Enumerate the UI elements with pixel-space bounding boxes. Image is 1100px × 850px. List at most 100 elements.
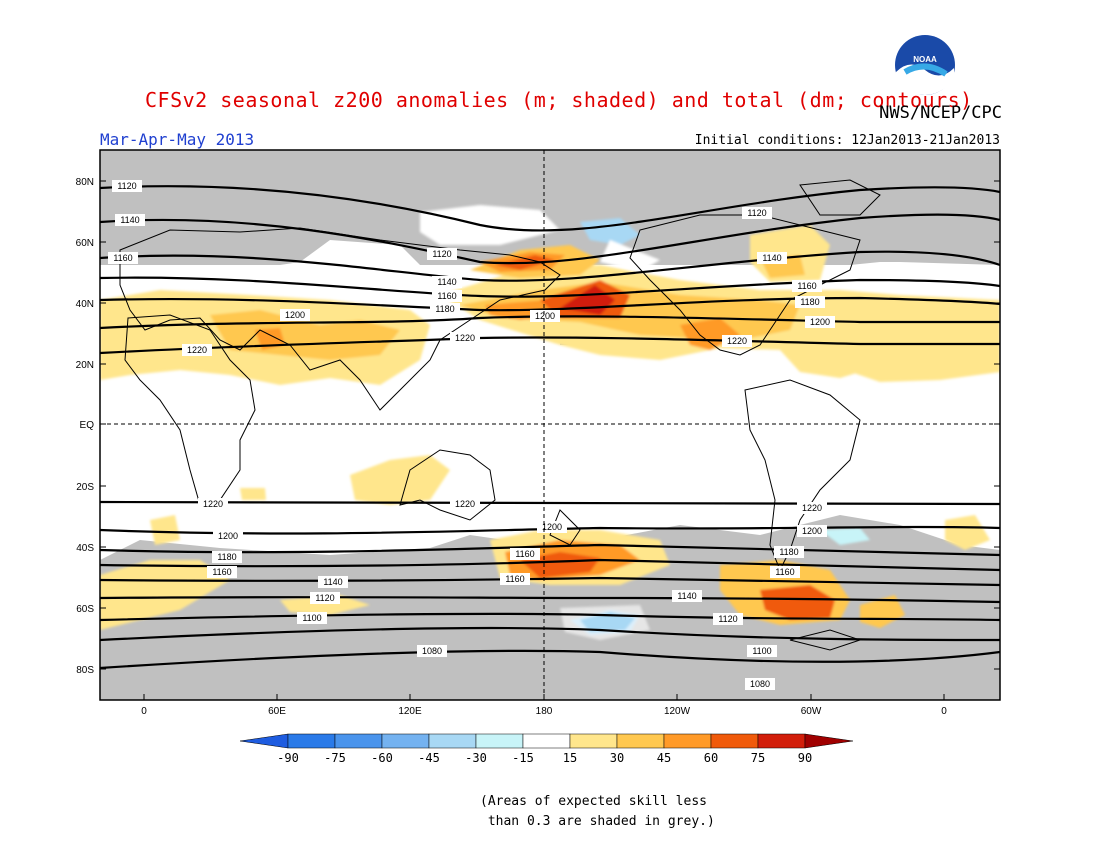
lat-label: 60N	[76, 238, 94, 249]
map-frame	[99, 149, 1001, 701]
colorbar-box	[381, 733, 430, 749]
lon-label: 60E	[268, 706, 286, 717]
initial-conditions-label: Initial conditions: 12Jan2013-21Jan2013	[694, 133, 1000, 148]
contour-labels: 1120 1140 1160 1200 1220 1220 1200 1180 …	[108, 180, 835, 690]
lon-label: 120E	[398, 706, 422, 717]
contour-label-1140e: 1140	[672, 590, 702, 602]
svg-text:1200: 1200	[802, 526, 822, 536]
lon-label: 60W	[801, 706, 822, 717]
lon-label: 120W	[664, 706, 691, 717]
svg-text:1180: 1180	[800, 297, 819, 307]
colorbar-label: 60	[704, 751, 718, 765]
contour-label-1100b: 1100	[747, 645, 777, 657]
colorbar-label: -45	[418, 751, 440, 765]
contour-label-1160b: 1160	[432, 290, 462, 302]
contour-label-1080b: 1080	[745, 678, 775, 690]
colorbar: -90 -75 -60 -45 -30 -15 15 30 45 60 75 90	[239, 733, 854, 765]
contour-label-1120d: 1120	[310, 592, 340, 604]
svg-text:1160: 1160	[775, 567, 794, 577]
svg-text:1160: 1160	[505, 574, 524, 584]
svg-text:1140: 1140	[437, 277, 456, 287]
longitude-labels: 0 60E 120E 180 120W 60W 0	[141, 694, 947, 717]
latitude-labels: 80N 60N 40N 20N EQ 20S 40S 60S 80S	[76, 177, 1000, 676]
colorbar-box	[428, 733, 477, 749]
footnote: (Areas of expected skill less than 0.3 a…	[480, 794, 715, 829]
colorbar-box	[475, 733, 524, 749]
contour-label-1220: 1220	[182, 344, 212, 356]
colorbar-label: 30	[610, 751, 624, 765]
colorbar-label: 90	[798, 751, 812, 765]
contour-label-1140: 1140	[115, 214, 145, 226]
contour-label-1100: 1100	[297, 612, 327, 624]
colorbar-label: -75	[324, 751, 346, 765]
contour-label-1180: 1180	[430, 303, 460, 315]
contour-label-1120e: 1120	[713, 613, 743, 625]
svg-text:1140: 1140	[120, 215, 139, 225]
contour-label-1180c: 1180	[795, 296, 825, 308]
svg-text:1120: 1120	[117, 181, 136, 191]
lat-label: EQ	[80, 420, 95, 431]
contour-label-1120b: 1120	[427, 248, 457, 260]
svg-text:1180: 1180	[779, 547, 798, 557]
lat-label: 20N	[76, 360, 94, 371]
colorbar-box	[287, 733, 336, 749]
svg-text:1200: 1200	[285, 310, 305, 320]
contour-label-1200f: 1200	[797, 525, 827, 537]
contour-label-1160: 1160	[108, 252, 138, 264]
lat-label: 40S	[76, 543, 94, 554]
svg-text:1140: 1140	[677, 591, 696, 601]
svg-text:1120: 1120	[747, 208, 766, 218]
svg-text:1200: 1200	[218, 531, 238, 541]
svg-text:1200: 1200	[810, 317, 830, 327]
colorbar-box	[522, 733, 571, 749]
colorbar-right-arrow	[804, 733, 854, 749]
svg-text:1120: 1120	[718, 614, 737, 624]
svg-text:1180: 1180	[435, 304, 454, 314]
svg-text:1160: 1160	[515, 549, 534, 559]
contour-label-1140d: 1140	[318, 576, 348, 588]
contour-label-1220f: 1220	[797, 502, 827, 514]
svg-text:1220: 1220	[727, 336, 747, 346]
svg-text:1220: 1220	[455, 499, 475, 509]
contour-label-1200c: 1200	[805, 316, 835, 328]
agency-label: NWS/NCEP/CPC	[879, 103, 1002, 123]
svg-text:1100: 1100	[302, 613, 321, 623]
lon-label: 0	[141, 706, 147, 717]
contour-label-1220d: 1220	[198, 498, 228, 510]
contour-label-1200: 1200	[280, 309, 310, 321]
svg-text:1200: 1200	[542, 522, 562, 532]
colorbar-box	[663, 733, 712, 749]
map-title: CFSv2 seasonal z200 anomalies (m; shaded…	[145, 88, 973, 112]
noaa-logo-text: NOAA	[913, 55, 937, 64]
contour-label-1120: 1120	[112, 180, 142, 192]
colorbar-label: -30	[465, 751, 487, 765]
season-label: Mar-Apr-May 2013	[100, 130, 255, 149]
contour-label-1220c: 1220	[722, 335, 752, 347]
svg-text:1160: 1160	[437, 291, 456, 301]
contour-label-1160d: 1160	[207, 566, 237, 578]
contour-label-1180d: 1180	[212, 551, 242, 563]
lat-label: 40N	[76, 299, 94, 310]
lon-label: 0	[941, 706, 947, 717]
svg-text:1140: 1140	[323, 577, 342, 587]
contour-label-1200d: 1200	[213, 530, 243, 542]
colorbar-label: 45	[657, 751, 671, 765]
contour-label-1140c: 1140	[757, 252, 787, 264]
svg-text:1120: 1120	[315, 593, 334, 603]
contour-label-1200e: 1200	[537, 521, 567, 533]
contour-label-1160c: 1160	[792, 280, 822, 292]
svg-text:1220: 1220	[187, 345, 207, 355]
contour-label-1220e: 1220	[450, 498, 480, 510]
colorbar-left-arrow	[239, 733, 289, 749]
svg-text:1220: 1220	[802, 503, 822, 513]
contour-label-1200b: 1200	[530, 310, 560, 322]
lat-label: 80S	[76, 665, 94, 676]
svg-text:1160: 1160	[212, 567, 231, 577]
contour-label-1120c: 1120	[742, 207, 772, 219]
svg-text:1160: 1160	[797, 281, 816, 291]
colorbar-label: -15	[512, 751, 534, 765]
svg-text:1120: 1120	[432, 249, 451, 259]
svg-text:1220: 1220	[203, 499, 223, 509]
colorbar-box	[334, 733, 383, 749]
contour-label-1160f: 1160	[500, 573, 530, 585]
